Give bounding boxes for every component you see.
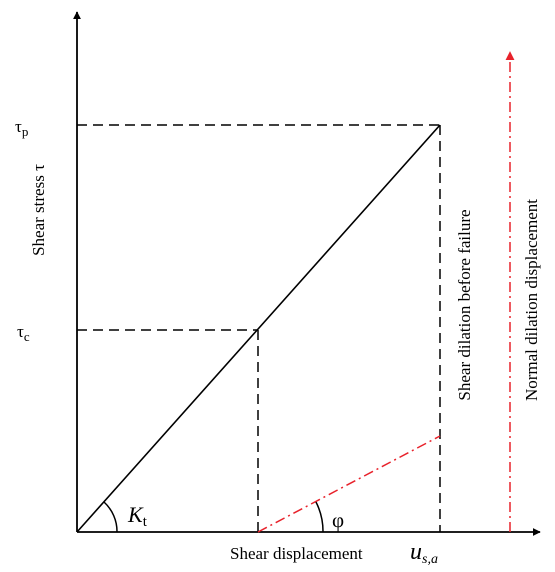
normal-dilation-label: Normal dilation displacement <box>522 199 541 401</box>
shear-dilation-line <box>257 435 441 533</box>
x-axis-label: Shear displacement <box>230 544 363 563</box>
y-axis-label: Shear stress τ <box>29 164 48 256</box>
phi-angle-arc <box>315 501 324 533</box>
kt-angle-arc <box>103 501 118 533</box>
shear-stiffness-line <box>76 124 441 533</box>
phi-label: φ <box>332 508 344 532</box>
shear-dilation-label: Shear dilation before failure <box>455 209 474 400</box>
kt-label: Kt <box>127 502 148 530</box>
us-a-label: us,a <box>410 539 438 567</box>
tau-p-label: τp <box>15 117 28 139</box>
tau-c-label: τc <box>17 322 30 344</box>
